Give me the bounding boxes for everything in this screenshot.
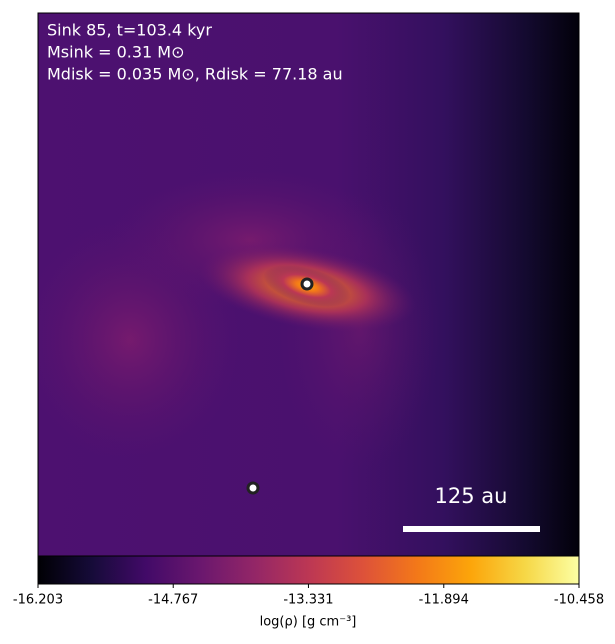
colorbar: [37, 555, 580, 585]
colorbar-tick-label: -10.458: [554, 593, 604, 608]
colorbar-tick-label: -14.767: [148, 593, 198, 608]
sink-marker: [246, 481, 260, 495]
scale-bar: [403, 526, 540, 532]
colorbar-tick-label: -16.203: [13, 593, 63, 608]
annotation: Msink = 0.31 M⊙: [47, 43, 185, 62]
annotation: Mdisk = 0.035 M⊙, Rdisk = 77.18 au: [47, 65, 343, 84]
colorbar-tick-label: -11.894: [419, 593, 469, 608]
sink-marker: [300, 277, 314, 291]
scale-bar-label: 125 au: [435, 484, 508, 508]
colorbar-tick-label: -13.331: [283, 593, 333, 608]
colorbar-label: log(ρ) [g cm⁻³]: [260, 615, 357, 630]
density-map: [38, 13, 579, 556]
annotation: Sink 85, t=103.4 kyr: [47, 21, 212, 40]
